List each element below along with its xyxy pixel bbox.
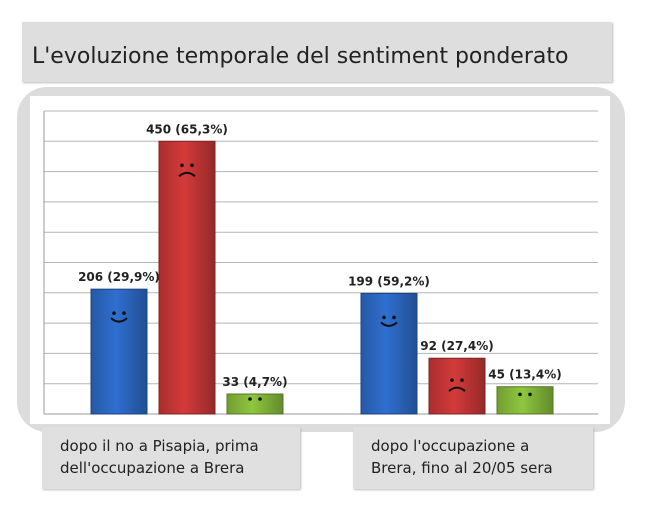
face-eye-icon xyxy=(258,397,262,401)
bar-chart: 206 (29,9%) 450 (65,3%) 33 (4,7%) 199 (59,2… xyxy=(43,110,598,415)
bar-negative xyxy=(428,357,486,415)
frown-mouth-icon xyxy=(448,386,466,392)
frown-mouth-icon xyxy=(178,171,196,178)
category-label-box-2: dopo l'occupazione a Brera, fino al 20/0… xyxy=(353,427,593,489)
face-eye-icon xyxy=(190,163,194,168)
category-label-1: dopo il no a Pisapia, prima dell'occupaz… xyxy=(60,435,259,479)
category-label-2-line-2: Brera, fino al 20/05 sera xyxy=(371,459,553,477)
face-eye-icon xyxy=(518,392,522,397)
face-eye-icon xyxy=(112,311,116,315)
category-label-2: dopo l'occupazione a Brera, fino al 20/0… xyxy=(371,435,553,479)
bar-neutral xyxy=(226,393,284,415)
title-box: L'evoluzione temporale del sentiment pon… xyxy=(22,22,612,82)
bar-neutral xyxy=(496,386,554,415)
data-label: 206 (29,9%) xyxy=(78,270,160,284)
bar-negative xyxy=(158,140,216,415)
face-eye-icon xyxy=(122,311,126,315)
bar-positive xyxy=(360,292,418,415)
data-label: 199 (59,2%) xyxy=(348,274,430,288)
plot-area: 206 (29,9%) 450 (65,3%) 33 (4,7%) 199 (59,2… xyxy=(30,96,610,424)
category-label-1-line-1: dopo il no a Pisapia, prima xyxy=(60,437,259,455)
category-label-1-line-2: dell'occupazione a Brera xyxy=(60,459,245,477)
face-eye-icon xyxy=(460,378,464,382)
face-eye-icon xyxy=(450,378,454,382)
data-label: 450 (65,3%) xyxy=(146,122,228,136)
smile-mouth-icon xyxy=(380,321,398,327)
face-eye-icon xyxy=(392,315,396,320)
face-eye-icon xyxy=(382,315,386,320)
chart-title: L'evoluzione temporale del sentiment pon… xyxy=(32,44,569,69)
data-label: 45 (13,4%) xyxy=(488,368,561,382)
face-eye-icon xyxy=(248,397,252,401)
bar-positive xyxy=(90,288,148,415)
data-label: 33 (4,7%) xyxy=(222,375,287,389)
data-label: 92 (27,4%) xyxy=(420,339,493,353)
smile-mouth-icon xyxy=(110,317,128,323)
category-label-2-line-1: dopo l'occupazione a xyxy=(371,437,530,455)
face-eye-icon xyxy=(180,163,184,168)
face-eye-icon xyxy=(528,392,532,397)
category-label-box-1: dopo il no a Pisapia, prima dell'occupaz… xyxy=(42,427,300,489)
